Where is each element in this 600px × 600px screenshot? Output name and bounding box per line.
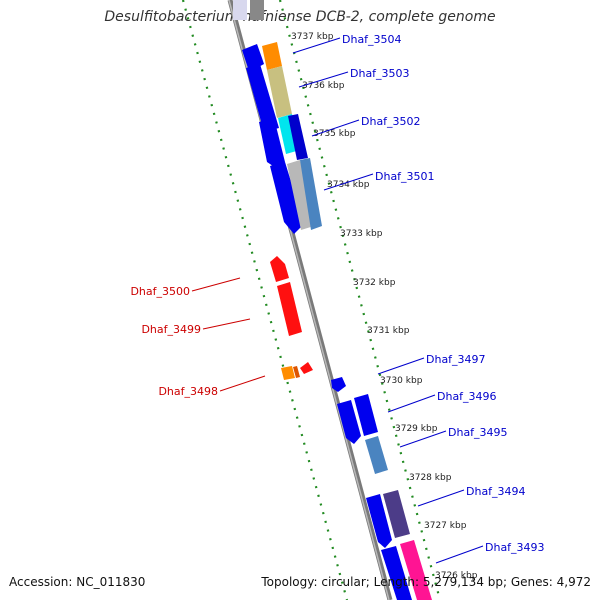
tick-label: 3728 kbp [409, 473, 452, 483]
tick-label: 3734 kbp [327, 180, 370, 190]
gene-dhaf-3498-c[interactable] [300, 362, 313, 374]
gene-label-connector [219, 375, 266, 392]
gene-label-connector [417, 489, 465, 507]
tick-label: 3729 kbp [395, 424, 438, 434]
accession-text: Accession: NC_011830 [9, 575, 146, 589]
tick-label: 3727 kbp [424, 521, 467, 531]
gene-label-connector [399, 430, 447, 448]
gene-label[interactable]: Dhaf_3496 [437, 390, 497, 403]
gene-dhaf-3502-c[interactable] [288, 114, 308, 160]
gene-dhaf-3497[interactable] [331, 377, 346, 392]
gene-dhaf-3503-b[interactable] [262, 42, 282, 70]
gene-dhaf-3494-b[interactable] [383, 490, 410, 538]
tick-label: 3737 kbp [291, 32, 334, 42]
gene-dhaf-3498-b[interactable] [293, 366, 300, 378]
genome-summary-text: Topology: circular; Length: 5,279,134 bp… [261, 575, 591, 589]
tick-label: 3735 kbp [313, 129, 356, 139]
gene-label-connector [292, 37, 341, 54]
gene-dhaf-3504[interactable] [242, 44, 264, 70]
gene-label[interactable]: Dhaf_3498 [158, 385, 218, 398]
gene-label-connector [377, 357, 425, 375]
gene-label[interactable]: Dhaf_3499 [141, 323, 201, 336]
gene-dhaf-3495[interactable] [365, 436, 388, 474]
gene-dhaf-3498-a[interactable] [281, 366, 295, 380]
gene-dhaf-3496-b[interactable] [354, 394, 378, 436]
gene-dhaf-3499[interactable] [277, 282, 302, 336]
gene-label-connector [435, 545, 484, 564]
gene-dhaf-3493-b[interactable] [400, 540, 432, 600]
gene-label[interactable]: Dhaf_3502 [361, 115, 421, 128]
tick-label: 3731 kbp [367, 326, 410, 336]
tick-label: 3733 kbp [340, 229, 383, 239]
gene-label[interactable]: Dhaf_3494 [466, 485, 526, 498]
tick-label: 3726 kbp [435, 571, 478, 581]
gene-label[interactable]: Dhaf_3501 [375, 170, 435, 183]
gene-label-group: Dhaf_3504 Dhaf_3503 Dhaf_3502 Dhaf_3501 Dhaf… [130, 33, 545, 564]
gene-dhaf-3494-a[interactable] [366, 494, 392, 548]
gene-label-connector [323, 173, 374, 191]
gene-label[interactable]: Dhaf_3493 [485, 541, 545, 554]
gene-dhaf-3493-a[interactable] [381, 546, 412, 600]
gene-dhaf-3503-a[interactable] [246, 64, 279, 132]
gene-label-connector [311, 119, 360, 137]
tick-label: 3732 kbp [353, 278, 396, 288]
gene-dhaf-3500[interactable] [270, 256, 289, 282]
gene-label[interactable]: Dhaf_3504 [342, 33, 402, 46]
gene-label-connector [298, 71, 349, 88]
tick-label: 3730 kbp [380, 376, 423, 386]
gene-feature-top-a[interactable] [233, 0, 247, 20]
tick-label: 3736 kbp [302, 81, 345, 91]
gene-dhaf-3501-b[interactable] [287, 160, 314, 230]
gene-label-connector [387, 394, 436, 413]
gene-label-connector [191, 277, 241, 292]
gene-dhaf-3503-c[interactable] [267, 66, 292, 118]
gene-label[interactable]: Dhaf_3495 [448, 426, 508, 439]
gene-label[interactable]: Dhaf_3500 [130, 285, 190, 298]
gene-dhaf-3501-a[interactable] [270, 162, 304, 234]
map-title: Desulfitobacterium hafniense DCB-2, comp… [104, 9, 496, 25]
gene-dhaf-3496-a[interactable] [337, 400, 361, 444]
gene-label[interactable]: Dhaf_3503 [350, 67, 410, 80]
gene-label[interactable]: Dhaf_3497 [426, 353, 486, 366]
gene-feature-top-b[interactable] [250, 0, 264, 20]
tick-label-group: 3737 kbp 3736 kbp 3735 kbp 3734 kbp 3733 kbp… [291, 32, 478, 581]
gene-dhaf-3501-c[interactable] [300, 158, 322, 230]
gene-label-connector [202, 318, 251, 330]
gene-dhaf-3502-a[interactable] [259, 118, 285, 168]
